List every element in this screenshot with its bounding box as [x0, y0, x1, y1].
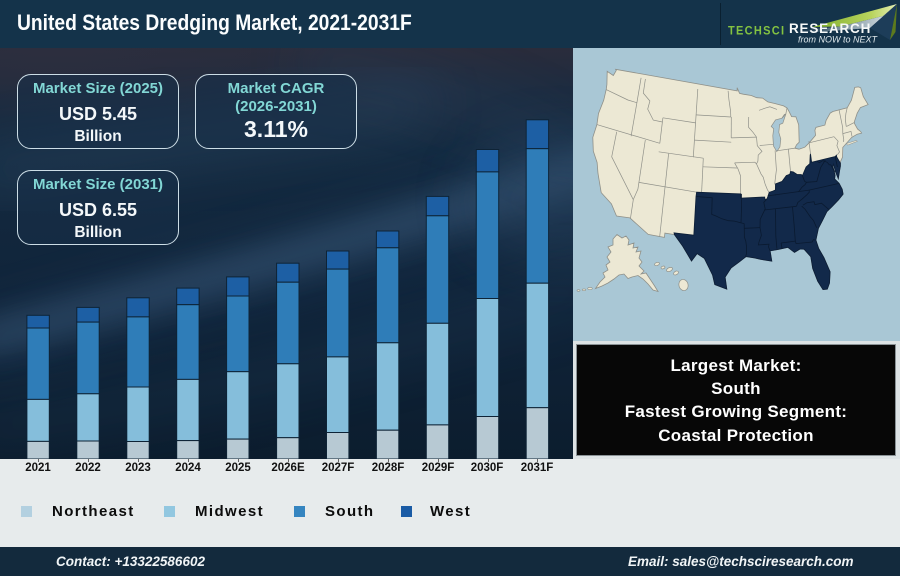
svg-text:RESEARCH: RESEARCH — [789, 21, 871, 36]
svg-text:from NOW to NEXT: from NOW to NEXT — [798, 35, 879, 45]
svg-text:TECHSCI: TECHSCI — [728, 25, 785, 37]
